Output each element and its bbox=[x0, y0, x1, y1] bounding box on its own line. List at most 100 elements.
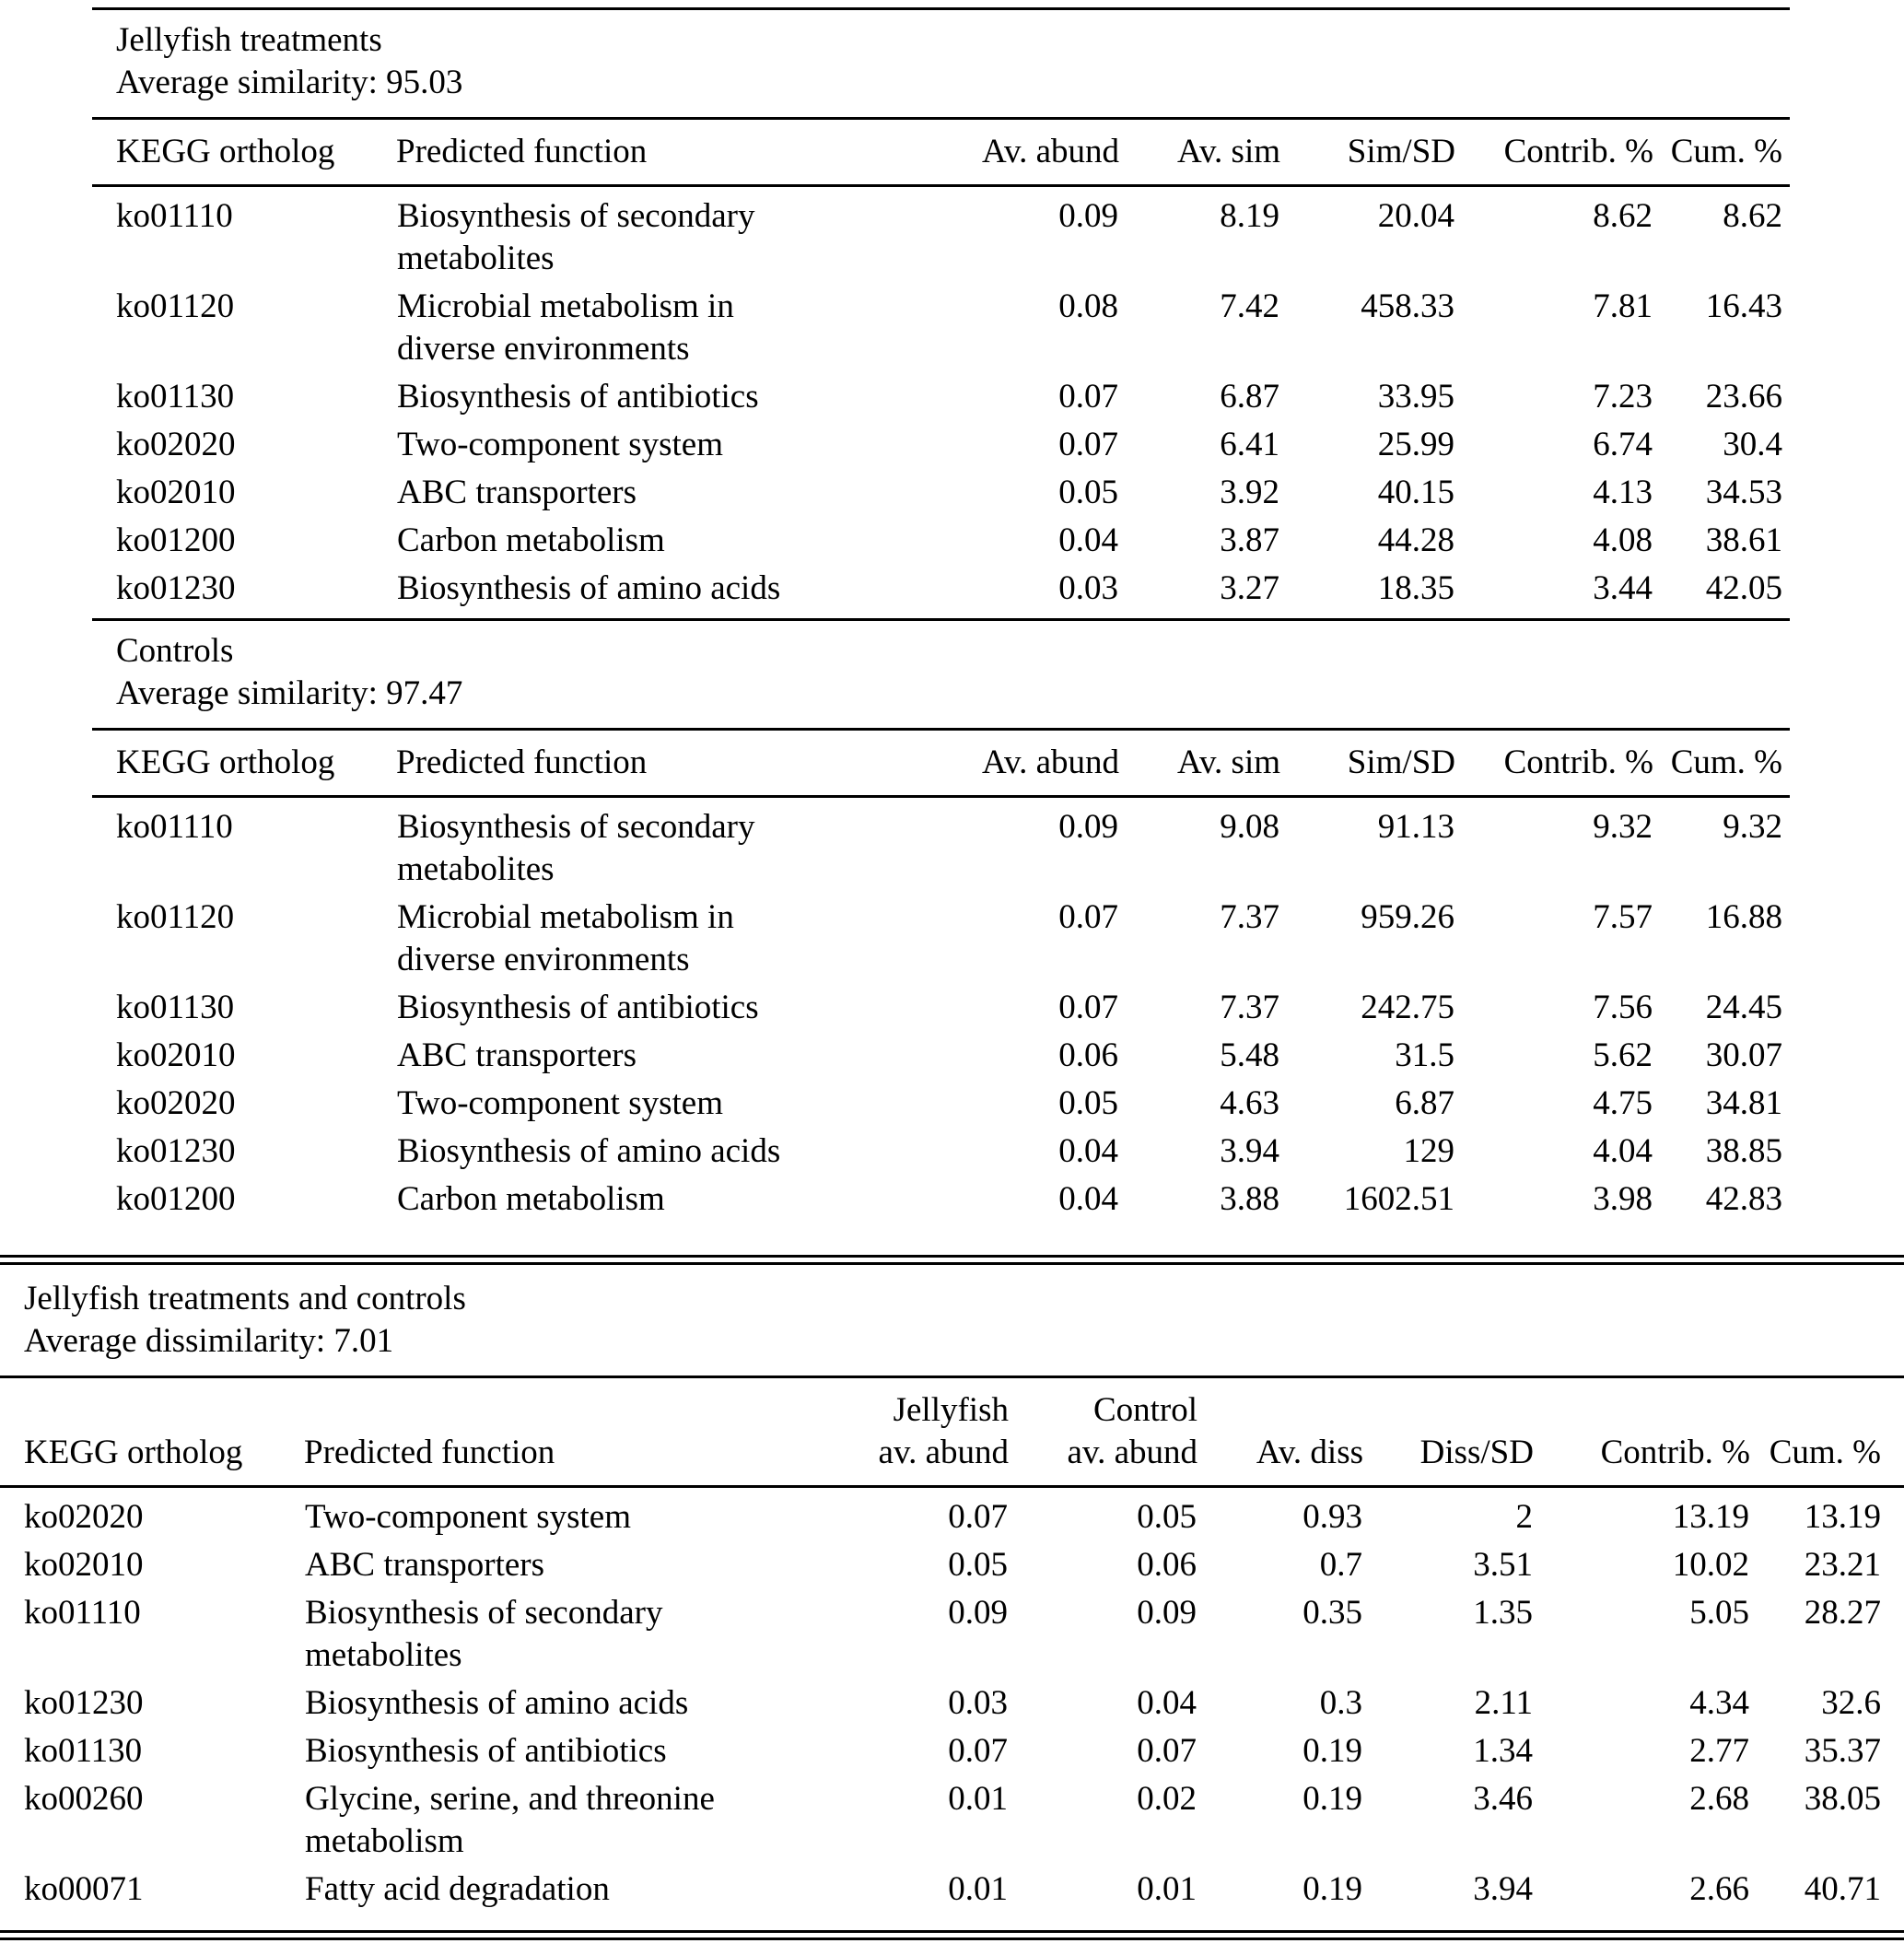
value-cell: 0.93 bbox=[1302, 1498, 1362, 1536]
col-header: Jellyfish bbox=[801, 1376, 1009, 1432]
value-cell: 3.94 bbox=[1473, 1870, 1533, 1908]
value-cell: 31.5 bbox=[1395, 1036, 1454, 1074]
value-cell: 24.45 bbox=[1705, 989, 1782, 1026]
col-header: Av. sim bbox=[1119, 728, 1280, 798]
value-cell: 5.62 bbox=[1593, 1036, 1653, 1074]
value-cell: 0.01 bbox=[1137, 1870, 1197, 1908]
col-header: av. abund bbox=[801, 1432, 1009, 1488]
header-row: KEGG ortholog Predicted function av. abund… bbox=[0, 1432, 1904, 1488]
value-cell: 3.92 bbox=[1220, 474, 1279, 511]
table-row: ko02020 Two-component system 0.05 4.63 6.87 4… bbox=[92, 1080, 1790, 1128]
value-cell: 10.02 bbox=[1672, 1546, 1749, 1584]
value-cell: 4.08 bbox=[1593, 521, 1653, 559]
value-cell: 242.75 bbox=[1361, 989, 1454, 1026]
table-row: ko01110 Biosynthesis of secondary metabol… bbox=[0, 1589, 1904, 1680]
predicted-function-cell: Microbial metabolism in diverse environm… bbox=[397, 287, 734, 368]
value-cell: 35.37 bbox=[1804, 1732, 1881, 1770]
predicted-function-cell: Two-component system bbox=[397, 426, 723, 463]
kegg-ortholog-cell: ko01130 bbox=[116, 378, 235, 416]
table-row: ko02020 Two-component system 0.07 0.05 0.93 2… bbox=[0, 1487, 1904, 1542]
header-row: KEGG ortholog Predicted function Av. abund… bbox=[92, 728, 1790, 798]
predicted-function-cell: Fatty acid degradation bbox=[305, 1870, 610, 1908]
value-cell: 3.88 bbox=[1220, 1180, 1279, 1218]
col-header: Av. abund bbox=[829, 728, 1119, 798]
value-cell: 0.04 bbox=[1137, 1684, 1197, 1722]
similarity-table-jellyfish: KEGG ortholog Predicted function Av. abund… bbox=[92, 117, 1790, 621]
kegg-ortholog-cell: ko02010 bbox=[116, 474, 236, 511]
header-row: Jellyfish Control bbox=[0, 1376, 1904, 1432]
col-header bbox=[1197, 1376, 1363, 1432]
value-cell: 6.87 bbox=[1395, 1084, 1454, 1122]
table-row: ko01120 Microbial metabolism in diverse e… bbox=[92, 894, 1790, 984]
kegg-ortholog-cell: ko01130 bbox=[24, 1732, 143, 1770]
predicted-function-cell: ABC transporters bbox=[305, 1546, 544, 1584]
value-cell: 34.53 bbox=[1705, 474, 1782, 511]
value-cell: 458.33 bbox=[1361, 287, 1454, 325]
kegg-ortholog-cell: ko01230 bbox=[116, 569, 236, 607]
value-cell: 7.56 bbox=[1593, 989, 1653, 1026]
value-cell: 0.09 bbox=[1058, 808, 1118, 846]
value-cell: 7.81 bbox=[1593, 287, 1653, 325]
value-cell: 4.04 bbox=[1593, 1132, 1653, 1170]
value-cell: 0.07 bbox=[1137, 1732, 1197, 1770]
value-cell: 0.19 bbox=[1302, 1732, 1362, 1770]
section-title: Controls bbox=[116, 632, 234, 670]
col-header: KEGG ortholog bbox=[0, 1432, 304, 1488]
kegg-ortholog-cell: ko00260 bbox=[24, 1780, 144, 1818]
value-cell: 1.35 bbox=[1473, 1594, 1533, 1632]
col-header: Contrib. % bbox=[1534, 1432, 1750, 1488]
value-cell: 6.87 bbox=[1220, 378, 1279, 416]
kegg-ortholog-cell: ko02010 bbox=[24, 1546, 144, 1584]
value-cell: 4.63 bbox=[1220, 1084, 1279, 1122]
kegg-ortholog-cell: ko01230 bbox=[116, 1132, 236, 1170]
predicted-function-cell: Glycine, serine, and threonine metabolis… bbox=[305, 1780, 715, 1860]
value-cell: 3.87 bbox=[1220, 521, 1279, 559]
table-row: ko01110 Biosynthesis of secondary metabol… bbox=[92, 186, 1790, 284]
kegg-ortholog-cell: ko01110 bbox=[24, 1594, 141, 1632]
value-cell: 16.43 bbox=[1705, 287, 1782, 325]
value-cell: 959.26 bbox=[1361, 898, 1454, 936]
table-row: ko01230 Biosynthesis of amino acids 0.03 0.… bbox=[0, 1680, 1904, 1727]
value-cell: 28.27 bbox=[1804, 1594, 1881, 1632]
value-cell: 0.07 bbox=[1058, 378, 1118, 416]
kegg-ortholog-cell: ko00071 bbox=[24, 1870, 144, 1908]
value-cell: 7.57 bbox=[1593, 898, 1653, 936]
col-header: Av. abund bbox=[829, 117, 1119, 187]
kegg-ortholog-cell: ko01200 bbox=[116, 1180, 236, 1218]
kegg-ortholog-cell: ko01230 bbox=[24, 1684, 144, 1722]
table-row: ko00071 Fatty acid degradation 0.01 0.01 0.1… bbox=[0, 1866, 1904, 1919]
value-cell: 5.48 bbox=[1220, 1036, 1279, 1074]
col-header bbox=[0, 1376, 304, 1432]
value-cell: 3.46 bbox=[1473, 1780, 1533, 1818]
table-row: ko01110 Biosynthesis of secondary metabol… bbox=[92, 797, 1790, 895]
col-header bbox=[1750, 1376, 1904, 1432]
value-cell: 9.08 bbox=[1220, 808, 1279, 846]
value-cell: 3.51 bbox=[1473, 1546, 1533, 1584]
table-row: ko01130 Biosynthesis of antibiotics 0.07 0.… bbox=[0, 1727, 1904, 1775]
table-row: ko01200 Carbon metabolism 0.04 3.87 44.28 4.0… bbox=[92, 517, 1790, 565]
value-cell: 1602.51 bbox=[1343, 1180, 1454, 1218]
value-cell: 0.04 bbox=[1058, 1132, 1118, 1170]
header-row: KEGG ortholog Predicted function Av. abund… bbox=[92, 117, 1790, 187]
value-cell: 0.3 bbox=[1319, 1684, 1362, 1722]
col-header: Cum. % bbox=[1653, 117, 1790, 187]
col-header: Contrib. % bbox=[1455, 728, 1653, 798]
value-cell: 30.4 bbox=[1723, 426, 1782, 463]
col-header bbox=[304, 1376, 801, 1432]
value-cell: 34.81 bbox=[1705, 1084, 1782, 1122]
value-cell: 13.19 bbox=[1672, 1498, 1749, 1536]
value-cell: 4.13 bbox=[1593, 474, 1653, 511]
table-row: ko01120 Microbial metabolism in diverse e… bbox=[92, 283, 1790, 373]
value-cell: 32.6 bbox=[1821, 1684, 1881, 1722]
kegg-ortholog-cell: ko01110 bbox=[116, 808, 233, 846]
value-cell: 42.05 bbox=[1705, 569, 1782, 607]
value-cell: 3.27 bbox=[1220, 569, 1279, 607]
value-cell: 0.05 bbox=[948, 1546, 1008, 1584]
value-cell: 0.09 bbox=[948, 1594, 1008, 1632]
predicted-function-cell: ABC transporters bbox=[397, 1036, 637, 1074]
value-cell: 2.11 bbox=[1474, 1684, 1533, 1722]
predicted-function-cell: Biosynthesis of antibiotics bbox=[305, 1732, 667, 1770]
predicted-function-cell: Two-component system bbox=[305, 1498, 631, 1536]
section-jellyfish-vs-controls: Jellyfish treatments and controls Averag… bbox=[0, 1278, 1904, 1919]
predicted-function-cell: Two-component system bbox=[397, 1084, 723, 1122]
